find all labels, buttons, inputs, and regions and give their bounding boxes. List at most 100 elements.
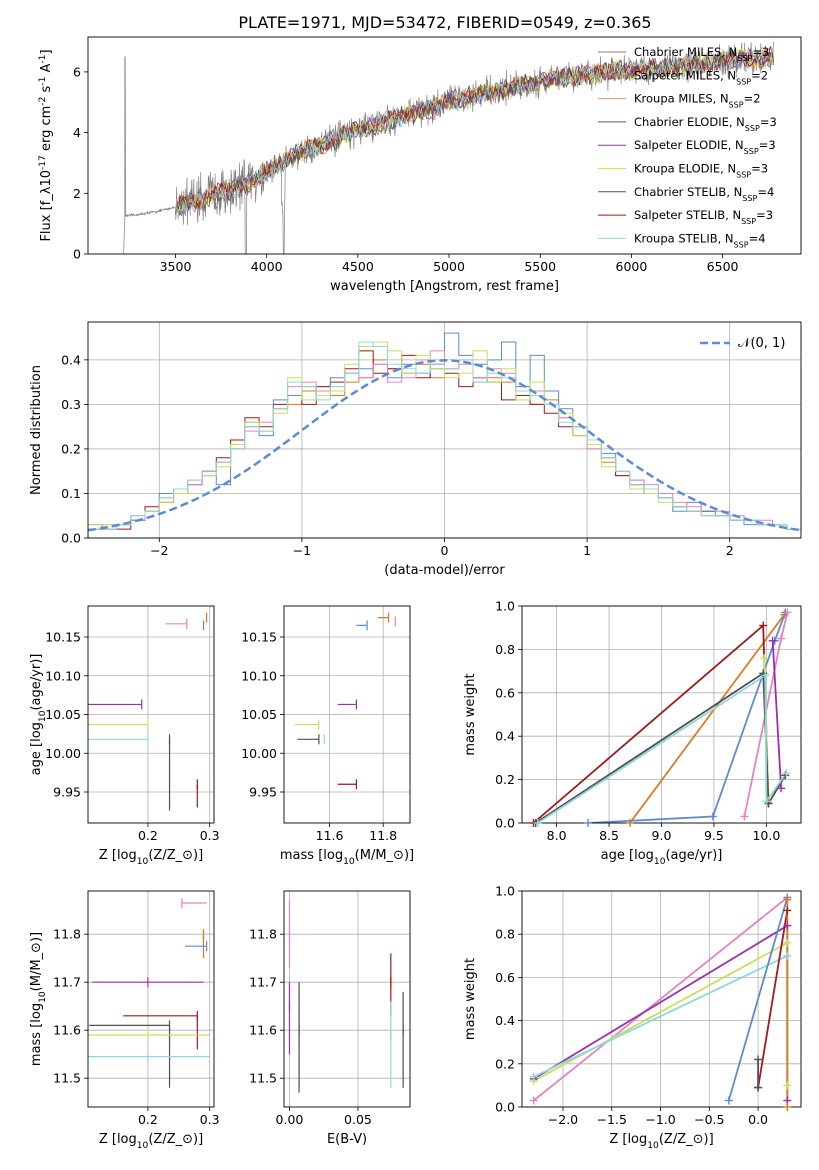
histogram-step-5 (88, 341, 801, 530)
axes-frame (521, 605, 802, 824)
y-tick-label: 11.8 (53, 927, 81, 942)
legend-label-count: =3 (760, 115, 777, 129)
weight-marker-2-1 (708, 812, 717, 821)
weight-marker-5-1 (777, 784, 786, 793)
legend-label-count: =2 (751, 68, 768, 82)
legend-label-model: Chabrier STELIB, N (634, 185, 742, 199)
y-tick-label: 10.05 (241, 707, 277, 722)
y-tick-label: 0.6 (495, 685, 515, 700)
weight-marker-7-1 (761, 671, 770, 680)
x-tick-label: 0.0 (748, 1112, 768, 1127)
x-axis-label: (data-model)/error (384, 563, 505, 578)
legend-label: Chabrier STELIB, NSSP=4 (634, 185, 774, 203)
y-axis-label: mass weight (463, 673, 478, 755)
axes-age_vs_mass: 11.6 11.8 9.95 10.00 10.05 10.10 10.15 mass [lo… (241, 605, 414, 867)
errorbar-point-2 (377, 612, 390, 623)
x-tick-label: 4500 (342, 259, 374, 274)
weight-marker-4-0 (760, 654, 769, 663)
legend-label: Salpeter STELIB, NSSP=3 (634, 208, 773, 226)
weight-marker-4-0 (724, 1096, 733, 1105)
errorbar-point-1 (356, 620, 368, 631)
x-tick-label: 0 (441, 543, 449, 558)
y-tick-label: 1.0 (495, 884, 515, 899)
weight-marker-7-3 (782, 769, 791, 778)
legend-label: Kroupa ELODIE, NSSP=3 (634, 162, 768, 180)
weight-marker-3-0 (529, 1072, 538, 1081)
legend-label-model: Salpeter MILES, N (634, 68, 736, 82)
x-tick-label: 5500 (524, 259, 556, 274)
x-tick-label: 11.8 (369, 828, 397, 843)
y-tick-label: 10.10 (45, 668, 81, 683)
y-tick-label: 0.2 (495, 772, 515, 787)
legend-label-subscript: SSP (745, 123, 760, 132)
legend-label-model: Chabrier MILES, N (634, 45, 737, 59)
weight-marker-1-1 (783, 921, 792, 930)
y-tick-label: 6 (73, 64, 81, 79)
y-axis-label: mass weight (463, 958, 478, 1040)
legend-label: Chabrier MILES, NSSP=3 (634, 45, 769, 63)
legend-label: Salpeter MILES, NSSP=2 (634, 68, 768, 86)
errorbar-point-7 (88, 734, 149, 745)
legend-label-subscript: SSP (741, 217, 756, 226)
weight-line-0 (533, 896, 788, 1102)
axes-frame (87, 890, 215, 1108)
legend-label-subscript: SSP (744, 147, 759, 156)
grid-mass_vs_Z (88, 891, 214, 1107)
y-tick-label: 0.8 (495, 927, 515, 942)
plot-area-age_vs_Z (88, 612, 208, 811)
weight-line-7 (537, 673, 788, 823)
x-axis-label: mass [log10(M/M_⊙)] (280, 848, 414, 867)
x-tick-label: 6500 (707, 259, 739, 274)
weight-marker-3-1 (777, 634, 786, 643)
legend-label-model: Kroupa STELIB, N (634, 231, 734, 245)
x-tick-label: 4000 (251, 259, 283, 274)
ticks-mass_weight_vs_age: 8.0 8.5 9.0 9.5 10.0 0.0 0.2 0.4 0.6 0.8 1.0 (495, 599, 780, 844)
x-tick-label: 3500 (160, 259, 192, 274)
hist-legend: 𝒩(0, 1) (700, 336, 785, 351)
legend-label: Kroupa MILES, NSSP=2 (634, 92, 761, 110)
y-tick-label: 10.10 (241, 668, 277, 683)
model-line-8 (175, 48, 774, 213)
weight-marker-6-0 (783, 1103, 792, 1111)
errorbar-point-5 (294, 719, 320, 730)
y-tick-label: 0 (73, 247, 81, 262)
legend-label-count: =4 (757, 185, 774, 199)
x-axis-label: E(B-V) (327, 1132, 367, 1147)
y-tick-label: 0.4 (495, 729, 515, 744)
y-tick-label: 10.05 (45, 707, 81, 722)
x-tick-label: 0.00 (276, 1112, 304, 1127)
weight-marker-2-2 (783, 1081, 792, 1090)
legend-label-count: =2 (744, 92, 761, 106)
axes-residual_hist: −2 −1 0 1 2 0.0 0.1 0.2 0.3 0.4 (data-model)/error… (29, 321, 802, 578)
x-tick-label: 9.5 (704, 828, 724, 843)
weight-marker-0-0 (529, 1096, 538, 1105)
legend-label-model: Kroupa ELODIE, N (634, 162, 736, 176)
y-tick-label: 0.3 (61, 397, 81, 412)
legend-label-count: =3 (751, 162, 768, 176)
weight-marker-0-0 (626, 819, 635, 827)
y-tick-label: 11.8 (249, 927, 277, 942)
x-tick-label: 0.3 (200, 828, 220, 843)
y-axis-label: mass [log10(M/M_⊙)] (29, 932, 48, 1066)
weight-marker-5-1 (783, 906, 792, 915)
y-tick-label: 11.7 (53, 975, 81, 990)
errorbar-point-2 (184, 941, 208, 952)
y-tick-label: 10.00 (241, 746, 277, 761)
errorbar-point-6 (297, 734, 320, 745)
x-axis-label: Z [log10(Z/Z_⊙)] (99, 848, 203, 867)
y-tick-label: 10.15 (45, 630, 81, 645)
y-tick-label: 0.8 (495, 642, 515, 657)
weight-line-0 (629, 614, 785, 823)
y-tick-label: 11.6 (53, 1023, 81, 1038)
errorbar-point-4 (337, 699, 357, 710)
x-tick-label: 10.0 (752, 828, 780, 843)
legend-label-count: =3 (752, 45, 769, 59)
y-tick-label: 9.95 (53, 785, 81, 800)
weight-line-4 (727, 897, 789, 1101)
legend-label: Kroupa STELIB, NSSP=4 (634, 231, 766, 249)
ticks-residual_hist: −2 −1 0 1 2 0.0 0.1 0.2 0.3 0.4 (61, 352, 734, 558)
legend-label-count: =3 (756, 208, 773, 222)
plot-area-mass_weight_vs_age (532, 612, 789, 823)
weight-marker-3-0 (740, 812, 749, 821)
legend-label: Salpeter ELODIE, NSSP=3 (634, 138, 776, 156)
